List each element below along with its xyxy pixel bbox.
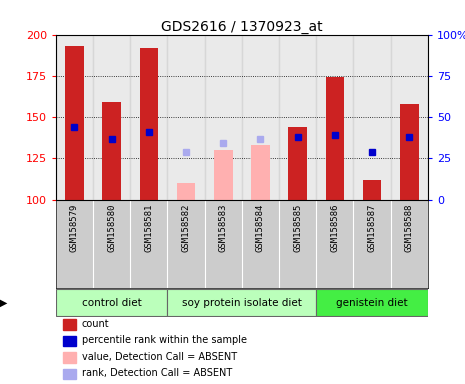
Bar bbox=[326, 78, 344, 200]
Bar bbox=[205, 35, 242, 200]
Text: GSM158587: GSM158587 bbox=[367, 204, 377, 252]
Bar bbox=[63, 369, 76, 379]
Text: soy protein isolate diet: soy protein isolate diet bbox=[182, 298, 302, 308]
Bar bbox=[63, 336, 76, 346]
Text: GSM158579: GSM158579 bbox=[70, 204, 79, 252]
Text: GSM158582: GSM158582 bbox=[181, 204, 191, 252]
Text: percentile rank within the sample: percentile rank within the sample bbox=[82, 335, 247, 345]
Bar bbox=[400, 104, 418, 200]
FancyBboxPatch shape bbox=[167, 290, 316, 316]
Bar bbox=[140, 48, 158, 200]
Bar bbox=[93, 35, 130, 200]
Bar bbox=[242, 35, 279, 200]
Bar bbox=[130, 35, 167, 200]
Text: value, Detection Call = ABSENT: value, Detection Call = ABSENT bbox=[82, 352, 237, 362]
Bar bbox=[102, 102, 121, 200]
Title: GDS2616 / 1370923_at: GDS2616 / 1370923_at bbox=[161, 20, 323, 33]
Bar bbox=[177, 183, 195, 200]
Text: GSM158581: GSM158581 bbox=[144, 204, 153, 252]
FancyBboxPatch shape bbox=[56, 290, 167, 316]
Bar bbox=[391, 35, 428, 200]
Text: GSM158584: GSM158584 bbox=[256, 204, 265, 252]
Bar bbox=[251, 145, 270, 200]
Text: GSM158583: GSM158583 bbox=[219, 204, 228, 252]
Text: control diet: control diet bbox=[82, 298, 141, 308]
Bar bbox=[316, 35, 353, 200]
Bar bbox=[56, 35, 93, 200]
Bar bbox=[363, 180, 381, 200]
Bar bbox=[288, 127, 307, 200]
Bar bbox=[214, 150, 232, 200]
Text: GSM158585: GSM158585 bbox=[293, 204, 302, 252]
Bar bbox=[63, 319, 76, 330]
Bar bbox=[353, 35, 391, 200]
Bar bbox=[63, 352, 76, 363]
Text: GSM158588: GSM158588 bbox=[405, 204, 414, 252]
Bar bbox=[65, 46, 84, 200]
Text: count: count bbox=[82, 319, 109, 329]
Bar bbox=[167, 35, 205, 200]
Text: genistein diet: genistein diet bbox=[336, 298, 408, 308]
FancyBboxPatch shape bbox=[316, 290, 428, 316]
Text: rank, Detection Call = ABSENT: rank, Detection Call = ABSENT bbox=[82, 368, 232, 378]
Bar bbox=[279, 35, 316, 200]
Text: GSM158586: GSM158586 bbox=[330, 204, 339, 252]
Text: protocol  ▶: protocol ▶ bbox=[0, 298, 7, 308]
Text: GSM158580: GSM158580 bbox=[107, 204, 116, 252]
